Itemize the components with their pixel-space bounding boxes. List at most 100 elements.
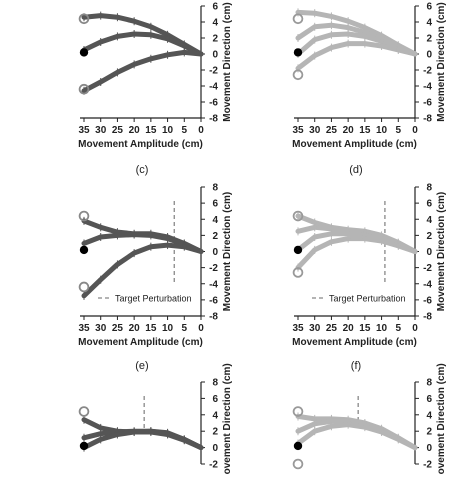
y-tick-label: 8 bbox=[426, 378, 432, 389]
trajectory-point bbox=[182, 50, 187, 55]
trajectory-point bbox=[345, 231, 351, 236]
trajectory-point bbox=[115, 34, 120, 39]
trajectory-point bbox=[329, 424, 334, 429]
trajectory-point bbox=[329, 239, 334, 245]
x-tick-label: 35 bbox=[292, 323, 304, 334]
y-axis-label: Movement Direction (cm) bbox=[436, 363, 447, 474]
x-tick-label: 5 bbox=[396, 323, 402, 334]
trajectory-point bbox=[312, 416, 317, 422]
trajectory-point bbox=[362, 424, 368, 430]
y-tick-label: -2 bbox=[209, 263, 218, 274]
y-tick-label: 2 bbox=[212, 34, 218, 45]
open-target-marker bbox=[78, 281, 90, 293]
open-target-marker bbox=[292, 210, 304, 222]
y-tick-label: 2 bbox=[426, 34, 432, 45]
y-axis-label: Movement Direction (cm) bbox=[222, 192, 233, 311]
trajectory-point bbox=[115, 432, 120, 437]
trajectory-point bbox=[345, 422, 351, 427]
trajectory-point bbox=[312, 24, 317, 29]
x-tick-label: 15 bbox=[145, 125, 157, 136]
trajectory-point bbox=[295, 229, 301, 234]
trajectory-point bbox=[396, 47, 401, 53]
trajectory-point bbox=[131, 232, 137, 237]
y-axis-label: Movement Direction (cm) bbox=[222, 363, 233, 474]
open-target-marker bbox=[292, 267, 304, 278]
trajectory-point bbox=[295, 429, 301, 434]
x-tick-label: 30 bbox=[309, 323, 321, 334]
y-tick-label: 0 bbox=[426, 247, 432, 258]
x-tick-label: 20 bbox=[129, 323, 141, 334]
x-tick-label: 15 bbox=[359, 323, 371, 334]
x-tick-label: 25 bbox=[326, 125, 338, 136]
trajectory-point bbox=[379, 39, 384, 44]
y-tick-label: 8 bbox=[426, 183, 432, 194]
panel-label-d: (d) bbox=[349, 164, 362, 176]
trajectory-point bbox=[312, 220, 317, 225]
x-tick-label: 5 bbox=[182, 323, 188, 334]
x-tick-label: 20 bbox=[343, 125, 355, 136]
filled-target-marker bbox=[293, 48, 303, 57]
trajectory-point bbox=[98, 225, 103, 230]
trajectory-point bbox=[131, 19, 137, 24]
x-tick-label: 30 bbox=[95, 323, 107, 334]
trajectory-point bbox=[98, 79, 103, 85]
x-tick-label: 0 bbox=[198, 323, 204, 334]
y-tick-label: 2 bbox=[212, 427, 218, 438]
x-tick-label: 35 bbox=[292, 125, 304, 136]
y-tick-label: 4 bbox=[426, 215, 432, 226]
y-tick-label: -2 bbox=[209, 66, 218, 77]
trajectory-point bbox=[396, 437, 401, 442]
x-axis-label: Movement Amplitude (cm) bbox=[292, 139, 417, 150]
trajectory-series-3 bbox=[81, 241, 204, 300]
trajectory-point bbox=[148, 244, 154, 249]
trajectory-line bbox=[81, 242, 204, 299]
x-tick-label: 35 bbox=[78, 323, 90, 334]
trajectory-point bbox=[329, 226, 334, 232]
trajectory-point bbox=[182, 43, 187, 49]
trajectory-point bbox=[362, 236, 368, 241]
trajectory-point bbox=[131, 62, 137, 67]
trajectory-point bbox=[148, 56, 154, 61]
y-tick-label: -2 bbox=[209, 460, 218, 471]
filled-target-marker bbox=[79, 48, 89, 57]
open-target-marker bbox=[292, 406, 304, 417]
trajectory-point bbox=[182, 244, 187, 249]
y-tick-label: 4 bbox=[212, 410, 218, 421]
trajectory-point bbox=[329, 45, 334, 50]
trajectory-point bbox=[379, 429, 384, 435]
trajectory-line bbox=[295, 41, 418, 71]
x-tick-label: 30 bbox=[95, 125, 107, 136]
y-tick-label: 8 bbox=[212, 183, 218, 194]
y-tick-label: 0 bbox=[426, 443, 432, 454]
trajectory-series-4 bbox=[295, 39, 418, 73]
legend-label: Target Perturbation bbox=[115, 294, 192, 304]
y-tick-label: -6 bbox=[209, 295, 218, 306]
x-tick-label: 30 bbox=[309, 125, 321, 136]
x-tick-label: 15 bbox=[359, 125, 371, 136]
trajectory-point bbox=[182, 438, 187, 443]
trajectory-point bbox=[81, 293, 87, 299]
trajectory-point bbox=[329, 23, 334, 28]
trajectory-point bbox=[312, 53, 317, 58]
trajectory-point bbox=[295, 213, 301, 219]
trajectory-point bbox=[81, 417, 87, 422]
y-tick-label: 2 bbox=[426, 427, 432, 438]
trajectory-point bbox=[345, 25, 351, 30]
y-tick-label: 6 bbox=[212, 2, 218, 13]
open-target-marker bbox=[78, 210, 90, 222]
trajectory-point bbox=[312, 37, 317, 42]
open-target-marker bbox=[292, 69, 304, 81]
panel-label-e: (e) bbox=[135, 360, 148, 372]
y-tick-label: 8 bbox=[212, 378, 218, 389]
y-tick-label: 2 bbox=[426, 231, 432, 242]
trajectory-point bbox=[345, 236, 351, 241]
trajectory-point bbox=[148, 429, 154, 435]
trajectory-point bbox=[165, 236, 170, 241]
trajectory-point bbox=[295, 66, 301, 71]
x-tick-label: 20 bbox=[129, 125, 141, 136]
trajectory-point bbox=[312, 429, 317, 434]
filled-target-marker bbox=[79, 245, 89, 255]
